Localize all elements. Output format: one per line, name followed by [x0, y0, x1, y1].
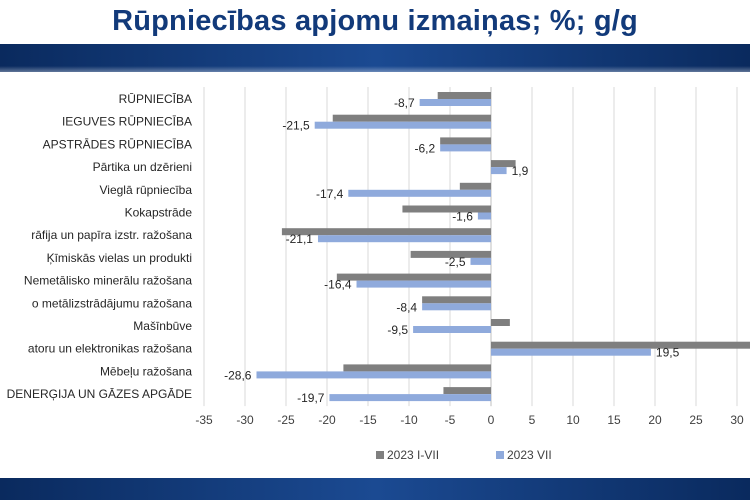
bar-2023-vii [477, 212, 491, 220]
category-label: atoru un elektronikas ražošana [28, 342, 192, 356]
data-label: -9,5 [387, 323, 408, 337]
x-tick-label: 5 [529, 413, 536, 427]
header-band-shine [0, 66, 750, 72]
bar-2023-i-vii [491, 341, 750, 349]
x-tick-label: -10 [400, 413, 418, 427]
bar-2023-i-vii [336, 273, 491, 281]
bar-2023-vii [256, 371, 491, 379]
bar-2023-vii [491, 167, 507, 175]
bar-2023-i-vii [443, 387, 491, 395]
bar-2023-i-vii [332, 114, 491, 122]
category-label: Nemetālisko minerālu ražošana [24, 274, 192, 288]
data-label: -6,2 [414, 141, 435, 155]
x-tick-label: 25 [689, 413, 703, 427]
category-label: rāfija un papīra izstr. ražošana [31, 228, 192, 242]
bar-2023-vii [419, 99, 491, 106]
category-label: Mašīnbūve [133, 319, 192, 333]
bar-2023-vii [317, 235, 491, 243]
data-label: -8,7 [394, 96, 415, 110]
bar-2023-i-vii [491, 319, 510, 326]
bar-2023-i-vii [437, 92, 491, 99]
category-label: DENERĢIJA UN GĀZES APGĀDE [7, 387, 192, 401]
data-label: 1,9 [512, 164, 529, 178]
bar-2023-vii [422, 303, 491, 311]
legend-label-2023-vii: 2023 VII [507, 448, 552, 462]
bar-2023-vii [440, 144, 491, 152]
category-label: o metālizstrādājumu ražošana [32, 296, 192, 310]
x-tick-label: 20 [648, 413, 662, 427]
bar-2023-i-vii [459, 182, 491, 190]
header-band [0, 44, 750, 72]
legend-label-2023-i-vii: 2023 I-VII [387, 448, 439, 462]
category-label: Pārtika un dzērieni [93, 160, 192, 174]
bar-2023-vii [356, 280, 491, 288]
data-label: -1,6 [452, 210, 473, 224]
bar-2023-i-vii [422, 296, 491, 304]
data-label: -2,5 [445, 255, 466, 269]
bar-chart: -35 -30 -25 -20 -15 -10 -5 0 5 10 15 20 25 30 RŪPNIECĪ… [7, 87, 750, 462]
x-tick-label: -30 [236, 413, 254, 427]
data-label: -17,4 [316, 187, 344, 201]
legend-swatch-2023-vii [496, 451, 504, 459]
x-tick-label: 0 [488, 413, 495, 427]
category-label: APSTRĀDES RŪPNIECĪBA [43, 137, 192, 151]
bar-2023-i-vii [491, 160, 516, 168]
x-tick-label: -25 [277, 413, 295, 427]
bar-2023-vii [470, 257, 491, 265]
bar-2023-i-vii [402, 205, 491, 213]
category-label: Mēbeļu ražošana [100, 364, 192, 378]
bar-2023-vii [314, 121, 491, 129]
bar-2023-i-vii [440, 137, 491, 145]
category-label: Vieglā rūpniecība [99, 183, 192, 197]
bar-2023-i-vii [281, 228, 491, 236]
data-label: -19,7 [297, 391, 325, 405]
x-tick-label: -35 [195, 413, 213, 427]
page-title: Rūpniecības apjomu izmaiņas; %; g/g [112, 5, 638, 37]
x-tick-label: 30 [730, 413, 744, 427]
data-label: -21,1 [286, 232, 314, 246]
bar-2023-vii [413, 326, 491, 333]
category-label: IEGUVES RŪPNIECĪBA [62, 115, 192, 129]
bar-2023-vii [329, 394, 491, 402]
data-label: 19,5 [656, 346, 680, 360]
legend-swatch-2023-i-vii [376, 451, 384, 459]
x-tick-label: -20 [318, 413, 336, 427]
x-tick-label: -15 [359, 413, 377, 427]
data-label: -28,6 [224, 368, 252, 382]
bar-2023-vii [491, 348, 651, 356]
data-label: -16,4 [324, 278, 352, 292]
bar-2023-i-vii [343, 364, 491, 372]
x-tick-label: -5 [445, 413, 456, 427]
category-label: RŪPNIECĪBA [119, 92, 192, 106]
data-label: -21,5 [282, 119, 310, 133]
category-label: Ķīmiskās vielas un produkti [47, 251, 192, 265]
footer-band [0, 478, 750, 500]
bar-2023-vii [348, 189, 491, 197]
category-label: Kokapstrāde [125, 206, 193, 220]
bar-2023-i-vii [410, 250, 491, 258]
data-label: -8,4 [396, 300, 417, 314]
x-tick-label: 15 [607, 413, 621, 427]
x-tick-label: 10 [566, 413, 580, 427]
